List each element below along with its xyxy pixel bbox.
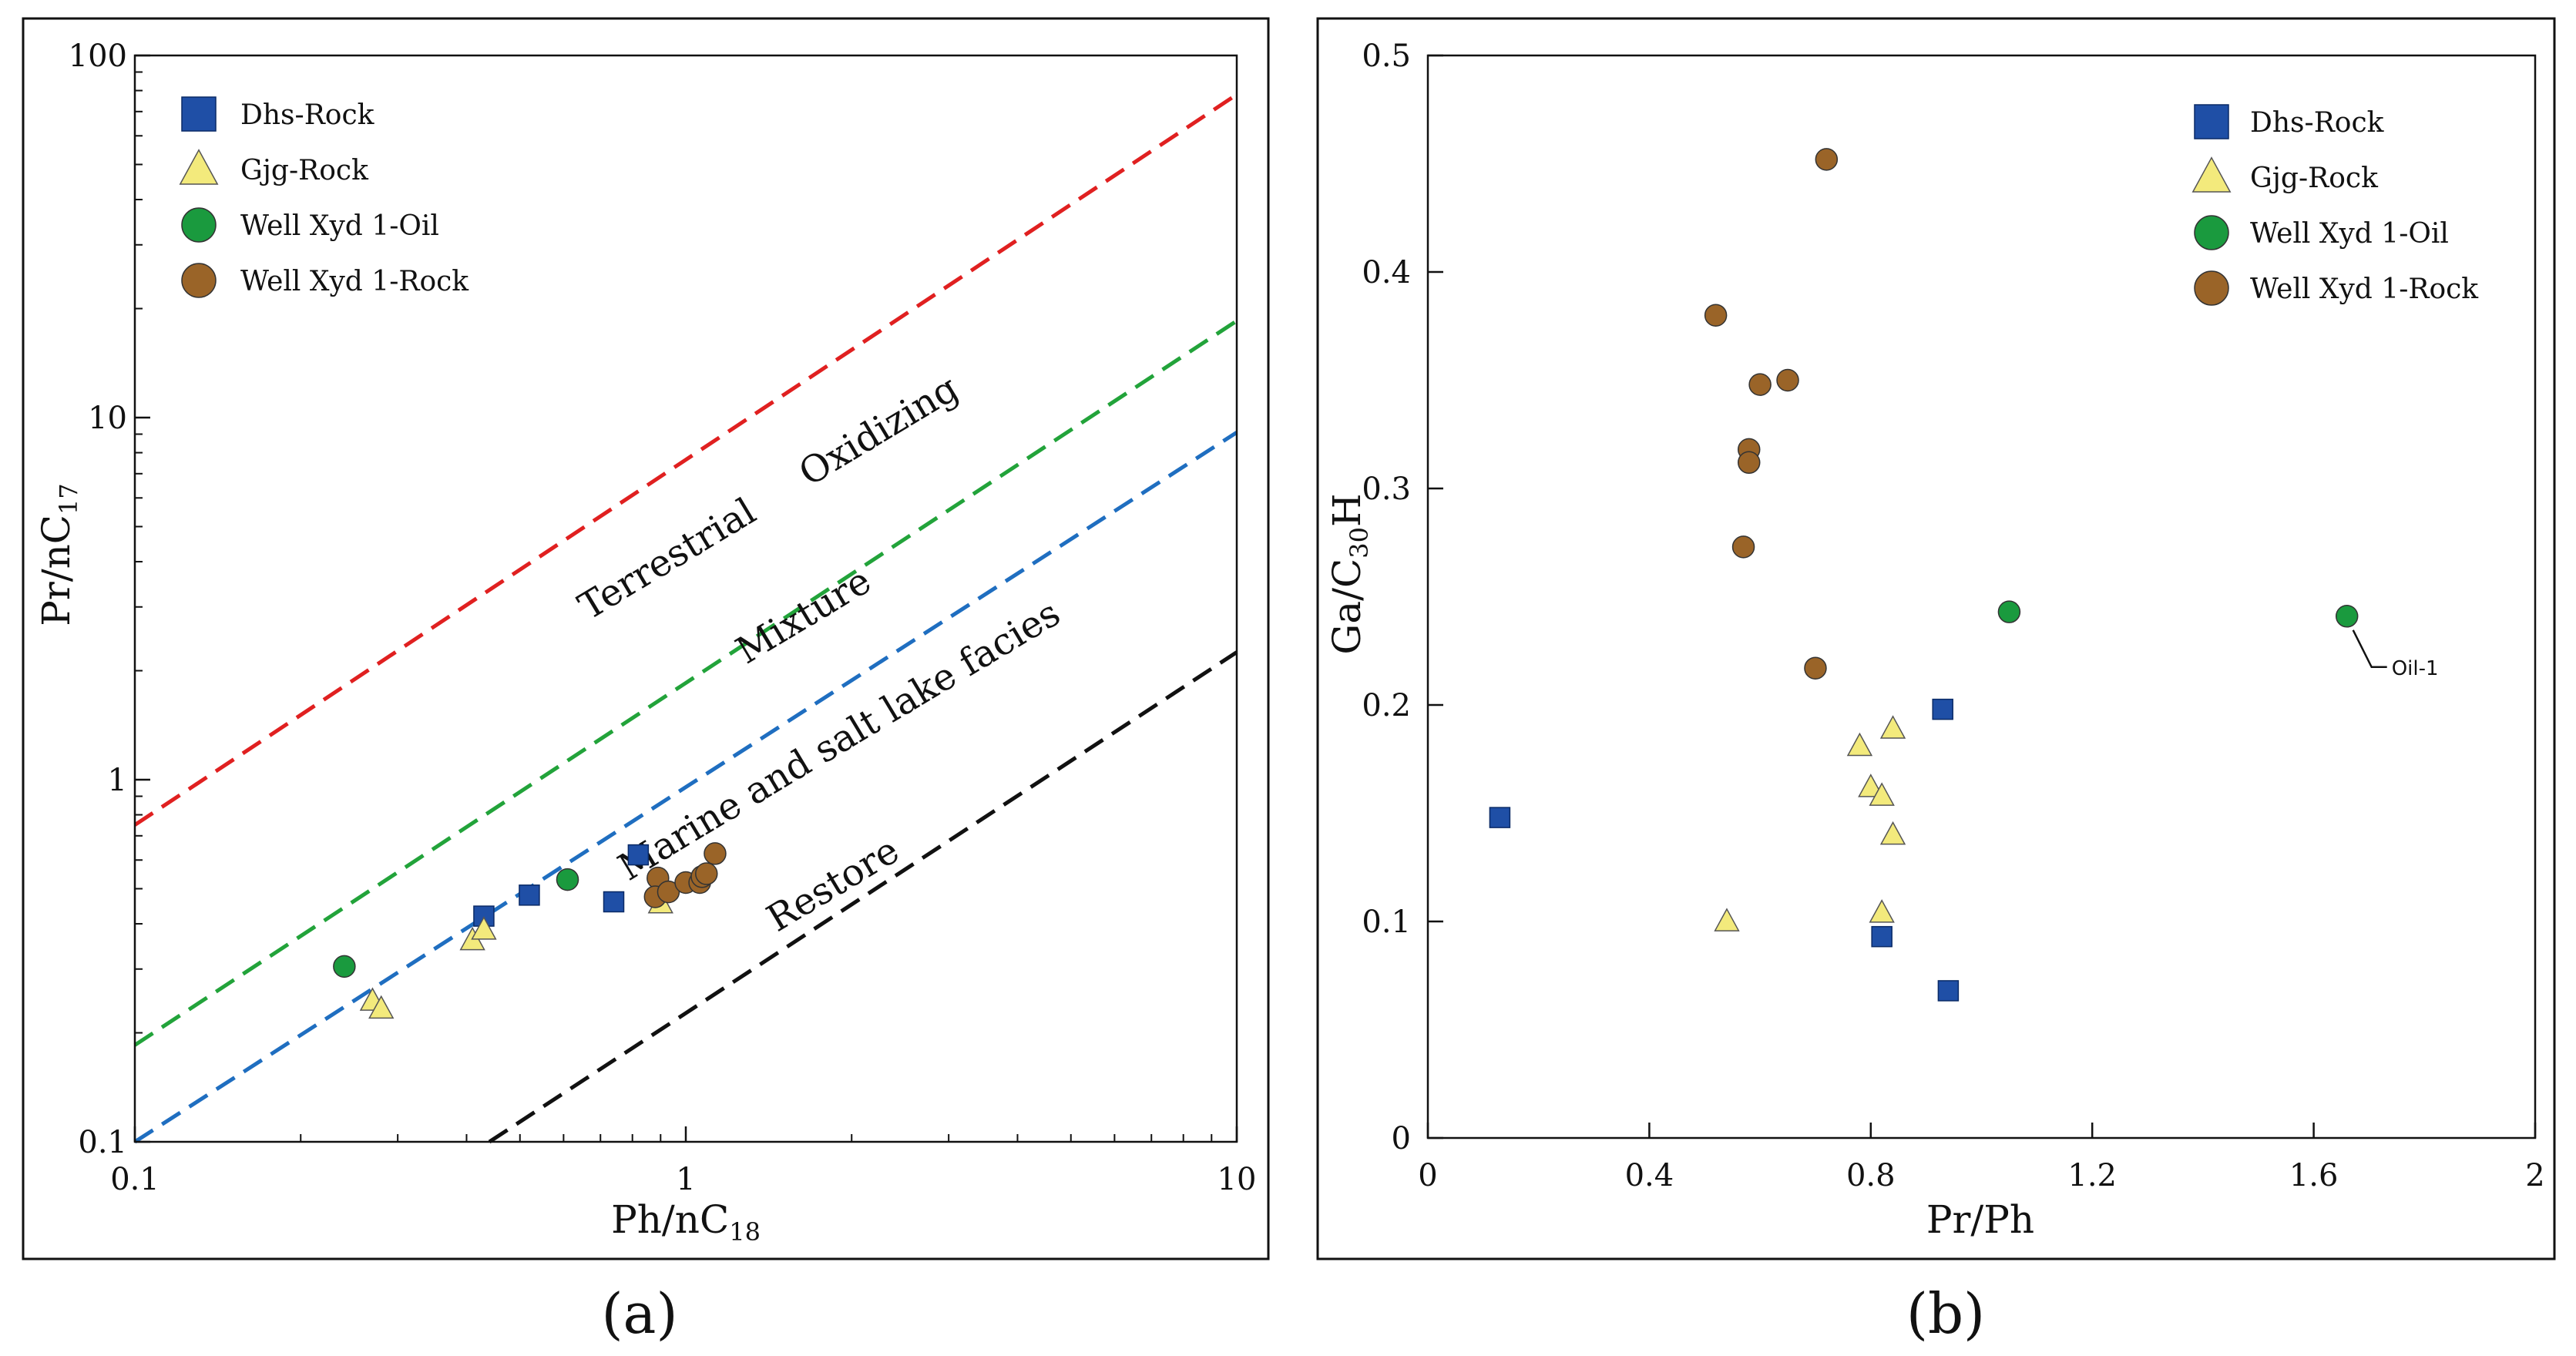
point-well-xyd-1-rock [1804, 656, 1827, 680]
point-well-xyd-1-oil [333, 955, 356, 978]
point-dhs-rock [603, 891, 625, 913]
legend-label-well-xyd-1-oil: Well Xyd 1-Oil [2250, 218, 2449, 250]
point-gjg-rock [1869, 782, 1895, 806]
panel-b-legend: Dhs-Rock Gjg-Rock Well Xyd 1-Oil Well Xyd 1… [2191, 104, 2479, 306]
point-gjg-rock [1879, 715, 1906, 739]
x-tick-label: 10 [1217, 1162, 1257, 1197]
legend-marker-well-xyd-1-rock [181, 263, 217, 298]
legend-label-well-xyd-1-rock: Well Xyd 1-Rock [2250, 274, 2479, 305]
point-dhs-rock [1489, 807, 1511, 828]
point-gjg-rock [1869, 899, 1895, 923]
panel-b: 0 0.4 0.8 1.2 1.6 2 0 0.1 0.2 0.3 0.4 0.5 Oil-1 Dhs… [1316, 17, 2556, 1346]
panel-b-plot-area [1426, 54, 2537, 1140]
y-tick-label: 0 [1392, 1121, 1411, 1156]
legend-marker-gjg-rock [179, 149, 219, 185]
point-dhs-rock [1871, 925, 1893, 948]
legend-marker-well-xyd-1-oil [2194, 215, 2229, 250]
point-well-xyd-1-rock [1748, 373, 1772, 396]
panel-b-ticks: 0 0.4 0.8 1.2 1.6 2 0 0.1 0.2 0.3 0.4 0.5 [1362, 39, 2544, 1193]
legend-label-dhs-rock: Dhs-Rock [240, 99, 375, 131]
panel-a-y-axis-label: Pr/nC17 [34, 483, 83, 626]
point-dhs-rock [1932, 698, 1953, 720]
point-gjg-rock [471, 916, 497, 940]
point-well-xyd-1-rock [1704, 304, 1728, 327]
boundary-line-green [133, 319, 1238, 1047]
legend-label-well-xyd-1-oil: Well Xyd 1-Oil [240, 210, 439, 242]
point-well-xyd-1-rock [1731, 535, 1755, 559]
point-well-xyd-1-rock [704, 842, 727, 865]
panel-b-annotation: Oil-1 [2352, 629, 2439, 680]
boundary-line-black [488, 650, 1238, 1144]
annotation-oil-1: Oil-1 [2392, 657, 2439, 680]
y-tick-label: 100 [69, 39, 127, 74]
x-tick-label: 0.8 [1846, 1158, 1896, 1193]
point-dhs-rock [519, 884, 540, 906]
boundary-line-red [133, 92, 1238, 827]
panel-b-x-axis-label: Pr/Ph [1926, 1197, 2034, 1242]
x-tick-label: 1.2 [2067, 1158, 2117, 1193]
y-tick-label: 0.5 [1362, 39, 1411, 74]
panel-b-points [1489, 148, 2359, 1002]
point-gjg-rock [1858, 774, 1884, 797]
point-gjg-rock [1714, 908, 1740, 931]
x-tick-label: 0.4 [1625, 1158, 1674, 1193]
point-well-xyd-1-rock [1815, 148, 1839, 171]
panel-a-lines [133, 92, 1238, 1144]
y-tick-label: 0.3 [1362, 472, 1411, 507]
panel-a-points [333, 842, 727, 1019]
x-tick-label: 0 [1418, 1158, 1437, 1193]
point-well-xyd-1-oil [1997, 600, 2021, 623]
point-gjg-rock [1846, 732, 1873, 757]
point-gjg-rock [1879, 821, 1906, 845]
point-gjg-rock [368, 995, 395, 1019]
point-well-xyd-1-oil [2335, 605, 2359, 628]
y-tick-label: 0.1 [1362, 905, 1411, 940]
panel-b-caption: (b) [1906, 1281, 1985, 1346]
y-tick-label: 0.1 [78, 1125, 127, 1160]
legend-marker-dhs-rock [181, 96, 217, 132]
panel-a-ticks: 0.1 1 10 0.1 1 10 100 [69, 39, 1257, 1197]
legend-label-gjg-rock: Gjg-Rock [2250, 163, 2379, 194]
panel-a-frame [22, 17, 1270, 1260]
point-dhs-rock [1937, 980, 1960, 1002]
y-tick-label: 0.4 [1362, 255, 1411, 290]
point-well-xyd-1-rock [695, 862, 718, 885]
x-tick-label: 2 [2525, 1158, 2544, 1193]
y-tick-label: 10 [88, 401, 127, 436]
point-well-xyd-1-rock [657, 880, 680, 904]
legend-marker-well-xyd-1-oil [181, 207, 217, 243]
x-tick-label: 1 [676, 1162, 695, 1197]
x-tick-label: 1.6 [2289, 1158, 2339, 1193]
legend-label-dhs-rock: Dhs-Rock [2250, 107, 2385, 139]
point-well-xyd-1-oil [556, 868, 579, 891]
boundary-line-blue [133, 431, 1238, 1144]
legend-marker-well-xyd-1-rock [2194, 270, 2229, 306]
panel-a-caption: (a) [601, 1281, 677, 1346]
legend-label-gjg-rock: Gjg-Rock [240, 155, 369, 186]
legend-label-well-xyd-1-rock: Well Xyd 1-Rock [240, 266, 469, 297]
point-well-xyd-1-rock [1776, 368, 1799, 392]
panel-a-legend: Dhs-Rock Gjg-Rock Well Xyd 1-Oil Well Xyd 1… [179, 96, 469, 298]
y-tick-label: 0.2 [1362, 688, 1411, 723]
annotation-leader-line [2352, 629, 2387, 669]
panel-a-x-axis-label: Ph/nC18 [611, 1197, 761, 1247]
legend-marker-gjg-rock [2191, 156, 2232, 193]
panel-b-frame [1316, 17, 2556, 1260]
legend-marker-dhs-rock [2194, 104, 2229, 139]
point-dhs-rock [627, 844, 650, 866]
y-tick-label: 1 [108, 763, 127, 798]
point-well-xyd-1-rock [1737, 451, 1761, 475]
x-tick-label: 0.1 [110, 1162, 160, 1197]
panel-b-y-axis-label: Ga/C30H [1325, 493, 1374, 654]
